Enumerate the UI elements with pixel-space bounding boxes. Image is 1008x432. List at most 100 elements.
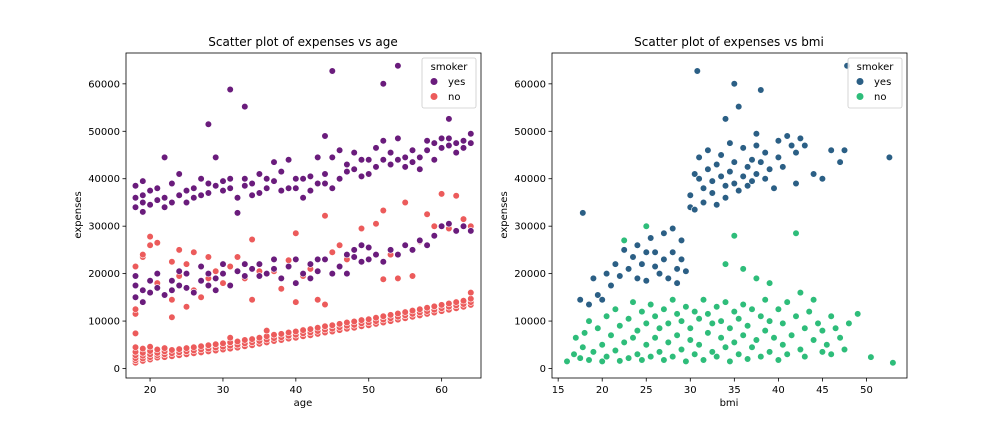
data-point-no <box>365 315 373 323</box>
y-tick-label: 60000 <box>514 79 546 90</box>
data-point-no <box>673 331 681 339</box>
data-point-no <box>131 305 140 313</box>
data-point-yes <box>255 272 264 280</box>
data-point-no <box>695 341 703 349</box>
data-point-no <box>379 206 387 215</box>
data-point-no <box>161 344 169 352</box>
data-point-no <box>827 312 835 320</box>
data-point-yes <box>438 144 446 152</box>
data-point-no <box>840 345 849 354</box>
data-point-yes <box>726 139 734 147</box>
data-point-yes <box>748 177 756 185</box>
data-point-no <box>765 348 774 356</box>
data-point-yes <box>387 246 395 254</box>
data-point-no <box>589 348 598 356</box>
data-point-no <box>219 339 227 348</box>
data-point-yes <box>197 191 205 199</box>
y-tick-label: 30000 <box>514 222 546 233</box>
data-point-yes <box>343 168 351 176</box>
data-point-no <box>233 253 242 261</box>
data-point-no <box>372 314 380 322</box>
data-point-yes <box>660 255 668 264</box>
data-point-no <box>292 298 300 306</box>
data-point-no <box>743 355 752 363</box>
data-point-yes <box>161 194 169 202</box>
data-point-yes <box>708 177 716 185</box>
data-point-yes <box>241 272 249 280</box>
data-point-no <box>153 239 161 247</box>
data-point-yes <box>423 146 431 154</box>
x-tick-label: 35 <box>728 385 741 396</box>
data-point-yes <box>131 182 140 190</box>
data-point-no <box>212 267 220 275</box>
data-point-no <box>651 312 659 320</box>
data-point-yes <box>721 182 730 190</box>
data-point-no <box>682 303 690 311</box>
data-point-yes <box>664 274 672 283</box>
data-point-no <box>328 248 336 256</box>
data-point-no <box>321 300 329 309</box>
data-point-yes <box>175 281 183 290</box>
data-point-yes <box>365 255 373 264</box>
data-point-yes <box>314 267 322 275</box>
data-point-no <box>774 305 783 313</box>
plot-area <box>125 52 482 379</box>
data-point-no <box>814 319 822 328</box>
data-point-no <box>739 265 747 273</box>
data-point-no <box>783 298 791 306</box>
data-point-no <box>801 353 809 361</box>
data-point-no <box>226 334 234 342</box>
data-point-no <box>379 312 387 320</box>
y-tick-label: 20000 <box>88 269 120 280</box>
data-point-no <box>823 341 831 349</box>
data-point-yes <box>401 163 409 171</box>
data-point-yes <box>743 163 752 171</box>
data-point-yes <box>131 281 140 290</box>
data-point-no <box>651 334 659 342</box>
legend-marker-no <box>856 93 864 100</box>
data-point-yes <box>416 153 424 161</box>
data-point-yes <box>459 144 468 152</box>
data-point-yes <box>713 160 721 169</box>
data-point-yes <box>691 206 699 214</box>
expenses-vs-age-chart: Scatter plot of expenses vs age 20 30 40 50… <box>73 35 482 409</box>
data-point-yes <box>704 146 712 154</box>
data-point-no <box>292 327 300 336</box>
data-point-yes <box>642 277 650 285</box>
data-point-yes <box>602 270 611 278</box>
data-point-no <box>796 345 805 354</box>
legend-marker-yes <box>856 78 864 85</box>
data-point-yes <box>739 144 747 152</box>
data-point-no <box>735 315 743 323</box>
data-point-no <box>408 272 417 280</box>
data-point-no <box>801 324 809 332</box>
data-point-yes <box>761 175 769 183</box>
data-point-no <box>748 305 756 313</box>
data-point-no <box>752 274 761 283</box>
data-point-yes <box>379 156 387 164</box>
data-point-no <box>695 315 703 323</box>
y-tick-label: 10000 <box>88 317 120 328</box>
data-point-no <box>204 341 212 349</box>
data-point-yes <box>885 153 894 161</box>
data-point-yes <box>401 241 409 249</box>
data-point-no <box>809 336 818 344</box>
data-point-yes <box>321 170 329 178</box>
data-point-yes <box>633 241 642 249</box>
data-point-yes <box>350 149 358 157</box>
data-point-no <box>168 346 176 354</box>
data-point-no <box>401 308 409 316</box>
data-point-yes <box>379 80 387 88</box>
data-point-yes <box>693 67 701 75</box>
data-point-yes <box>153 184 161 192</box>
data-point-yes <box>669 224 677 233</box>
data-point-no <box>204 253 212 261</box>
data-point-yes <box>285 184 293 192</box>
x-tick-label: 50 <box>860 385 873 396</box>
data-point-yes <box>270 158 278 166</box>
data-point-no <box>730 232 738 240</box>
data-point-no <box>233 337 242 346</box>
data-point-yes <box>139 198 147 207</box>
data-point-no <box>241 336 249 344</box>
data-point-no <box>467 289 475 297</box>
